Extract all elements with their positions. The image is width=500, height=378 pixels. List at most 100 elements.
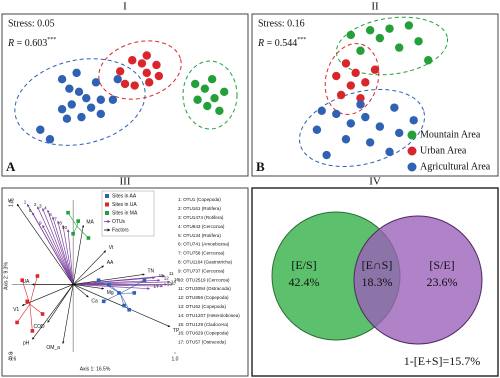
otu-vector-label: 15 bbox=[159, 273, 165, 278]
site-marker bbox=[20, 278, 24, 283]
group-ellipse bbox=[324, 43, 380, 115]
otu-vector bbox=[73, 280, 171, 285]
otu-vector-label: 13 bbox=[167, 281, 173, 286]
point bbox=[365, 138, 375, 147]
r-value: = 0.544 bbox=[264, 38, 297, 49]
otu-vector bbox=[32, 212, 74, 285]
factor-arrow bbox=[16, 203, 74, 285]
x-tick-label: 1.0 bbox=[172, 356, 179, 362]
point bbox=[361, 78, 370, 87]
panel-title: IV bbox=[369, 176, 381, 188]
point bbox=[203, 101, 212, 111]
factor-label: pH bbox=[23, 341, 30, 347]
legend-label: Factors bbox=[112, 227, 129, 233]
panel-frame bbox=[1, 13, 249, 177]
y-tick-label: -0.8 bbox=[8, 352, 14, 361]
point bbox=[108, 95, 118, 104]
point bbox=[395, 128, 404, 138]
site-marker bbox=[132, 291, 137, 295]
panel-letter: A bbox=[6, 159, 16, 174]
x-axis-label: Axis 1: 16.5% bbox=[80, 366, 111, 372]
group-ellipse bbox=[182, 60, 238, 130]
site-marker bbox=[71, 231, 75, 236]
otu-vector-label: 5 bbox=[29, 208, 32, 213]
point bbox=[346, 119, 355, 128]
panel-frame bbox=[1, 187, 249, 377]
panel-letter: B bbox=[256, 159, 265, 174]
legend-label: Urban Area bbox=[420, 145, 467, 156]
point bbox=[361, 112, 370, 122]
factor-label: Vt bbox=[109, 245, 114, 251]
legend-marker bbox=[407, 130, 417, 140]
legend-marker bbox=[407, 146, 417, 156]
point bbox=[365, 26, 375, 35]
point bbox=[72, 68, 81, 78]
otu-list-item: 3: OTU1474 (Rotifera) bbox=[178, 215, 224, 220]
otu-vector bbox=[66, 229, 74, 285]
factor-label: TN bbox=[147, 269, 154, 275]
point bbox=[385, 24, 394, 33]
point bbox=[65, 84, 74, 93]
legend-marker bbox=[407, 162, 417, 172]
point bbox=[36, 125, 45, 134]
factor-arrow bbox=[72, 224, 85, 285]
factor-arrow bbox=[62, 284, 74, 344]
factor-label: AA bbox=[107, 260, 114, 266]
otu-list-item: 11: OTU3094 (Ostracoda) bbox=[178, 286, 231, 291]
site-marker bbox=[101, 299, 106, 304]
point bbox=[142, 51, 151, 60]
point bbox=[190, 79, 200, 89]
otu-vector bbox=[57, 220, 74, 285]
point bbox=[220, 87, 229, 97]
point bbox=[207, 75, 217, 84]
otu-list-item: 15: OTU129 (Cladocera) bbox=[178, 322, 229, 327]
point bbox=[215, 106, 224, 116]
factor-arrow bbox=[73, 273, 145, 285]
point bbox=[91, 78, 101, 87]
site-marker bbox=[106, 282, 111, 287]
r-value: = 0.603 bbox=[14, 38, 47, 49]
spider-line bbox=[29, 304, 33, 331]
legend-marker bbox=[105, 194, 109, 198]
otu-vector bbox=[42, 224, 74, 285]
point bbox=[67, 100, 76, 109]
otu-list-item: 14: OTU1207 (Heterolobosea) bbox=[178, 313, 240, 318]
site-marker bbox=[30, 329, 35, 333]
venn-region-name: [E∩S] bbox=[362, 258, 393, 272]
point bbox=[154, 71, 164, 81]
otu-vector-label: 8 bbox=[59, 221, 62, 226]
factor-label: MA bbox=[86, 220, 94, 226]
otu-list-item: 9: OTU737 (Cercozoa) bbox=[178, 268, 225, 273]
otu-vector-label: 4 bbox=[44, 205, 47, 210]
panel-title: I bbox=[123, 1, 127, 13]
point bbox=[82, 93, 91, 103]
site-marker bbox=[35, 274, 40, 278]
point bbox=[375, 33, 385, 43]
point bbox=[312, 125, 322, 134]
otu-list-item: 2: OTU161 (Rotifera) bbox=[178, 206, 221, 211]
otu-vector bbox=[61, 224, 74, 285]
panel-frame bbox=[251, 187, 499, 377]
otu-vector bbox=[52, 216, 74, 285]
factor-label: Mg bbox=[107, 290, 114, 296]
otu-vector-label: 7 bbox=[54, 216, 57, 221]
otu-vector-label: 3 bbox=[39, 204, 42, 209]
r-symbol: R bbox=[7, 38, 14, 49]
otu-list-item: 7: OTU758 (Cercozoa) bbox=[178, 251, 225, 256]
factor-label: Ca bbox=[91, 298, 98, 304]
factor-arrow bbox=[73, 284, 105, 290]
otu-list-item: 1: OTU1 (Copepoda) bbox=[178, 197, 221, 202]
site-marker bbox=[142, 278, 147, 283]
r-significance: *** bbox=[297, 37, 306, 43]
panel-title: III bbox=[120, 176, 131, 188]
factor-arrow bbox=[47, 284, 74, 323]
spider-line bbox=[120, 292, 135, 294]
legend-label: Sites in UA bbox=[112, 202, 137, 208]
site-marker bbox=[15, 320, 19, 325]
spider-line bbox=[119, 293, 125, 306]
point bbox=[210, 93, 219, 103]
otu-vector-label: 12 bbox=[164, 275, 170, 280]
site-marker bbox=[66, 210, 70, 215]
point bbox=[96, 95, 106, 104]
point bbox=[341, 135, 351, 144]
